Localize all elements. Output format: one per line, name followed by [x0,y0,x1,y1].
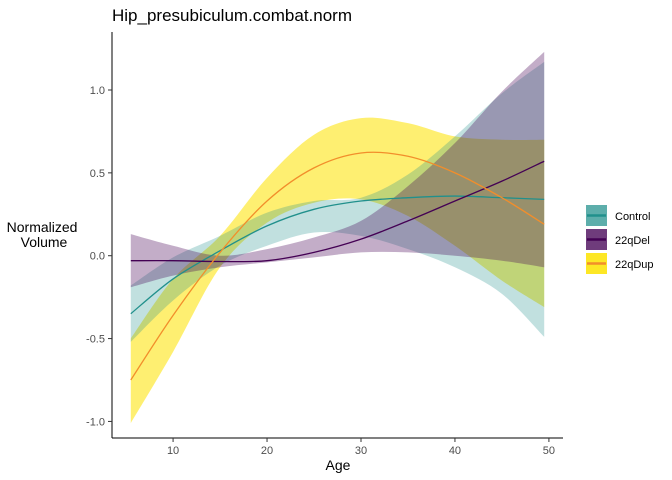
y-axis-title: Normalized Volume [7,219,82,250]
x-tick-label: 30 [355,445,367,457]
y-axis-title-line-1: Normalized [7,219,78,235]
legend-item-22qdel: 22qDel [586,229,650,250]
series-lines [130,151,545,381]
confidence-bands [130,51,545,424]
x-tick-label: 50 [543,445,555,457]
legend: Control 22qDel 22qDup [586,205,654,274]
band-22qdup [130,117,545,424]
legend-label: Control [615,211,650,223]
y-tick-label: 0.0 [90,251,105,263]
y-tick-label: 1.0 [90,85,105,97]
chart-title: Hip_presubiculum.combat.norm [112,6,352,25]
line-22qdel [130,160,545,263]
band-22qdel [130,51,545,288]
legend-item-22qdup: 22qDup [586,253,654,274]
line-control [130,195,545,315]
y-tick-label: -0.5 [86,334,105,346]
x-tick-label: 20 [261,445,273,457]
y-tick-label: -1.0 [86,416,105,428]
x-tick-label: 10 [167,445,179,457]
band-control [130,61,545,342]
axes [111,32,563,439]
x-axis-title: Age [326,457,351,473]
line-22qdup [130,151,545,381]
y-tick-label: 0.5 [90,168,105,180]
legend-item-control: Control [586,205,650,226]
legend-label: 22qDup [615,259,654,271]
legend-label: 22qDel [615,235,650,247]
x-ticks: 10 20 30 40 50 [167,438,555,457]
y-axis-title-line-2: Volume [21,234,68,250]
x-tick-label: 40 [449,445,461,457]
y-ticks: -1.0 -0.5 0.0 0.5 1.0 [86,85,112,428]
